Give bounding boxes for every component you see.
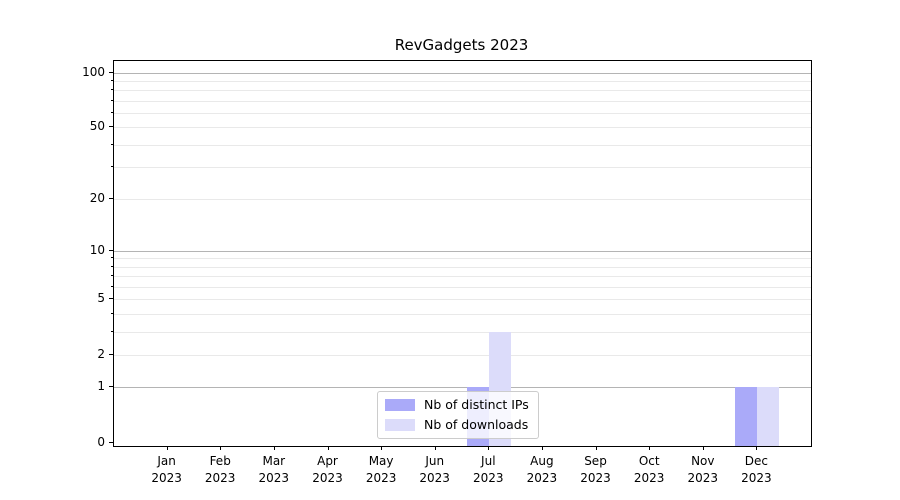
chart-title: RevGadgets 2023 (394, 36, 529, 54)
x-tick-mark (595, 446, 597, 450)
y-minor-tick-mark (110, 285, 113, 287)
gridline-major (114, 250, 811, 252)
y-tick-mark (109, 386, 113, 388)
bar-downloads-dec (757, 387, 780, 446)
x-tick-mark (541, 446, 543, 450)
y-minor-tick-mark (110, 330, 113, 332)
x-tick-label: Apr 2023 (312, 454, 343, 485)
gridline-minor (114, 258, 811, 260)
gridline-minor (114, 354, 811, 356)
gridline-minor (114, 276, 811, 278)
gridline-minor (114, 90, 811, 92)
gridline-minor (114, 331, 811, 333)
y-minor-tick-mark (110, 126, 113, 128)
x-tick-label: Jun 2023 (419, 454, 450, 485)
x-tick-mark (220, 446, 222, 450)
x-tick-label: Feb 2023 (204, 454, 236, 485)
y-minor-tick-mark (110, 144, 113, 145)
gridline-minor (114, 313, 811, 315)
x-tick-label: Oct 2023 (633, 454, 665, 485)
x-tick-label: Dec 2023 (741, 454, 772, 485)
gridline-minor (114, 286, 811, 288)
gridline-minor (114, 145, 811, 146)
y-minor-tick-mark (110, 89, 113, 91)
legend-entry-distinct-ips: Nb of distinct IPs (385, 397, 529, 412)
x-tick-mark (434, 446, 436, 450)
x-tick-label: Jan 2023 (151, 454, 182, 485)
x-tick-label: Sep 2023 (580, 454, 611, 485)
gridline-minor (114, 266, 811, 268)
plot-area (113, 60, 812, 447)
y-tick-mark (109, 71, 113, 73)
x-tick-label: Aug 2023 (526, 454, 558, 485)
gridline-minor (114, 81, 811, 82)
x-tick-mark (327, 446, 329, 450)
distinct-ips-swatch-icon (385, 398, 415, 411)
x-tick-mark (273, 446, 275, 450)
y-tick-label: 1 (97, 379, 105, 394)
y-minor-tick-mark (110, 99, 113, 101)
gridline-minor (114, 167, 811, 169)
y-tick-label: 100 (82, 64, 105, 79)
gridline-major (114, 387, 811, 389)
y-minor-tick-mark (110, 197, 113, 199)
y-tick-mark (109, 442, 113, 443)
x-tick-mark (381, 446, 383, 450)
y-tick-label: 20 (89, 190, 105, 205)
y-minor-tick-mark (110, 298, 113, 300)
legend-label-downloads: Nb of downloads (424, 417, 529, 432)
y-minor-tick-mark (110, 265, 113, 267)
y-minor-tick-mark (110, 166, 113, 168)
y-tick-label: 50 (89, 119, 105, 134)
y-minor-tick-mark (110, 275, 113, 277)
y-minor-tick-mark (110, 80, 113, 81)
x-tick-mark (166, 446, 168, 450)
y-minor-tick-mark (110, 312, 113, 314)
x-tick-mark (649, 446, 651, 450)
legend: Nb of distinct IPs Nb of downloads (377, 391, 539, 439)
legend-entry-downloads: Nb of downloads (385, 417, 529, 432)
bar-distinct-ips-dec (735, 387, 758, 446)
gridline-minor (114, 299, 811, 301)
gridline-minor (114, 127, 811, 129)
y-tick-label: 10 (89, 242, 105, 257)
gridline-major (114, 72, 811, 74)
gridline-minor (114, 113, 811, 115)
y-tick-label: 5 (97, 291, 105, 306)
gridline-minor (114, 198, 811, 200)
y-tick-mark (109, 249, 113, 251)
y-minor-tick-mark (110, 112, 113, 114)
x-tick-label: Mar 2023 (258, 454, 290, 485)
downloads-swatch-icon (385, 418, 415, 431)
gridline-minor (114, 100, 811, 102)
y-tick-label: 0 (97, 435, 105, 449)
x-tick-label: Nov 2023 (687, 454, 719, 485)
x-tick-label: May 2023 (365, 454, 397, 485)
y-tick-label: 2 (97, 346, 105, 361)
y-minor-tick-mark (110, 257, 113, 259)
x-tick-mark (756, 446, 758, 450)
x-tick-label: Jul 2023 (473, 454, 504, 485)
x-tick-mark (702, 446, 704, 450)
x-tick-mark (488, 446, 490, 450)
legend-label-distinct-ips: Nb of distinct IPs (424, 397, 529, 412)
y-minor-tick-mark (110, 353, 113, 355)
